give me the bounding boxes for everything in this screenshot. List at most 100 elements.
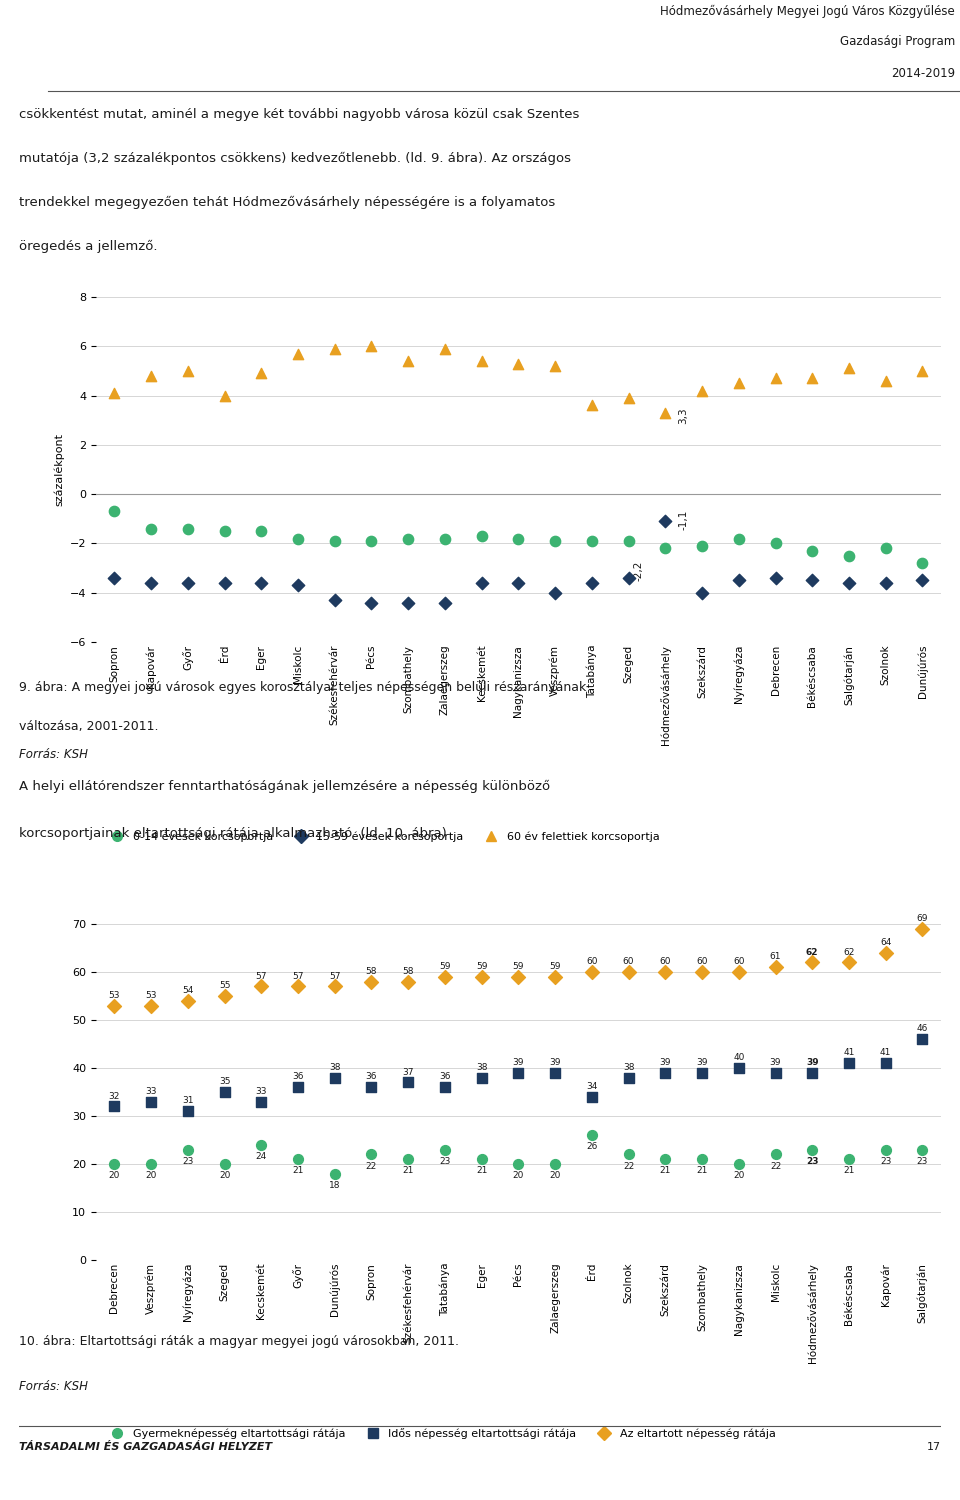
Text: Forrás: KSH: Forrás: KSH bbox=[19, 1380, 88, 1394]
Point bbox=[253, 519, 269, 543]
Point bbox=[290, 526, 305, 550]
Text: 22: 22 bbox=[623, 1161, 635, 1170]
Point bbox=[768, 531, 783, 555]
Text: 59: 59 bbox=[476, 962, 488, 970]
Point bbox=[400, 1071, 416, 1095]
Point bbox=[694, 580, 709, 604]
Point bbox=[658, 537, 673, 561]
Text: 39: 39 bbox=[770, 1058, 781, 1066]
Point bbox=[327, 975, 343, 999]
Text: 20: 20 bbox=[219, 1172, 230, 1180]
Point bbox=[804, 366, 820, 390]
Point bbox=[511, 1152, 526, 1176]
Text: 38: 38 bbox=[329, 1064, 341, 1072]
Text: 9. ábra: A megyei jogú városok egyes korosztályai teljes népességen belüli résza: 9. ábra: A megyei jogú városok egyes kor… bbox=[19, 681, 587, 694]
Text: 57: 57 bbox=[292, 972, 303, 981]
Point bbox=[841, 357, 856, 381]
Legend: Gyermeknépesség eltartottsági rátája, Idős népesség eltartottsági rátája, Az elt: Gyermeknépesség eltartottsági rátája, Id… bbox=[102, 1424, 780, 1444]
Point bbox=[878, 1137, 894, 1161]
Point bbox=[547, 354, 563, 378]
Point bbox=[915, 1028, 930, 1051]
Point bbox=[804, 1060, 820, 1084]
Point bbox=[621, 960, 636, 984]
Text: 33: 33 bbox=[255, 1088, 267, 1096]
Text: 53: 53 bbox=[145, 992, 156, 1000]
Point bbox=[400, 1148, 416, 1172]
Point bbox=[290, 1148, 305, 1172]
Text: 58: 58 bbox=[366, 968, 377, 976]
Point bbox=[658, 400, 673, 424]
Point bbox=[180, 358, 196, 382]
Text: 39: 39 bbox=[549, 1058, 561, 1066]
Point bbox=[364, 334, 379, 358]
Point bbox=[400, 591, 416, 615]
Text: 23: 23 bbox=[917, 1156, 928, 1166]
Text: 39: 39 bbox=[696, 1058, 708, 1066]
Text: 3,3: 3,3 bbox=[678, 406, 688, 423]
Y-axis label: százalékpont: százalékpont bbox=[54, 433, 64, 506]
Point bbox=[732, 1152, 747, 1176]
Point bbox=[658, 510, 673, 534]
Point bbox=[253, 1132, 269, 1156]
Point bbox=[474, 524, 490, 548]
Point bbox=[290, 342, 305, 366]
Point bbox=[547, 530, 563, 554]
Text: 60: 60 bbox=[660, 957, 671, 966]
Point bbox=[621, 1143, 636, 1167]
Point bbox=[364, 1076, 379, 1100]
Point bbox=[585, 530, 600, 554]
Point bbox=[547, 580, 563, 604]
Text: 60: 60 bbox=[587, 957, 598, 966]
Text: 20: 20 bbox=[108, 1172, 120, 1180]
Point bbox=[437, 1137, 452, 1161]
Point bbox=[217, 572, 232, 596]
Point bbox=[217, 519, 232, 543]
Point bbox=[290, 975, 305, 999]
Point bbox=[143, 1089, 158, 1113]
Point bbox=[180, 1137, 196, 1161]
Text: 39: 39 bbox=[806, 1058, 819, 1066]
Point bbox=[621, 386, 636, 410]
Point bbox=[327, 530, 343, 554]
Text: 17: 17 bbox=[926, 1442, 941, 1452]
Point bbox=[841, 1052, 856, 1076]
Point bbox=[327, 338, 343, 362]
Point bbox=[437, 526, 452, 550]
Point bbox=[732, 372, 747, 396]
Point bbox=[290, 1076, 305, 1100]
Text: Gazdasági Program: Gazdasági Program bbox=[840, 36, 955, 48]
Text: 21: 21 bbox=[293, 1167, 303, 1176]
Point bbox=[915, 568, 930, 592]
Point bbox=[621, 1065, 636, 1089]
Point bbox=[915, 358, 930, 382]
Point bbox=[400, 350, 416, 374]
Point bbox=[143, 572, 158, 596]
Text: öregedés a jellemző.: öregedés a jellemző. bbox=[19, 240, 157, 254]
Point bbox=[694, 960, 709, 984]
Point bbox=[547, 1060, 563, 1084]
Point bbox=[511, 964, 526, 988]
Point bbox=[107, 381, 122, 405]
Point bbox=[547, 964, 563, 988]
Text: 39: 39 bbox=[660, 1058, 671, 1066]
Point bbox=[217, 984, 232, 1008]
Text: 40: 40 bbox=[733, 1053, 744, 1062]
Text: 38: 38 bbox=[623, 1064, 635, 1072]
Point bbox=[732, 526, 747, 550]
Point bbox=[511, 526, 526, 550]
Point bbox=[437, 964, 452, 988]
Text: 20: 20 bbox=[549, 1172, 561, 1180]
Point bbox=[437, 1076, 452, 1100]
Point bbox=[915, 1137, 930, 1161]
Point bbox=[364, 530, 379, 554]
Text: 62: 62 bbox=[806, 948, 819, 957]
Text: 20: 20 bbox=[733, 1172, 744, 1180]
Point bbox=[474, 1148, 490, 1172]
Point bbox=[768, 366, 783, 390]
Text: 58: 58 bbox=[402, 968, 414, 976]
Text: 2014-2019: 2014-2019 bbox=[891, 68, 955, 80]
Point bbox=[253, 975, 269, 999]
Legend: 0-14 évesek korcsoportja, 15-59 évesek korcsoportja, 60 év felettiek korcsoportj: 0-14 évesek korcsoportja, 15-59 évesek k… bbox=[102, 827, 664, 846]
Point bbox=[474, 1065, 490, 1089]
Text: korcsoportjainak eltartottsági rátája alkalmazható. (ld. 10. ábra): korcsoportjainak eltartottsági rátája al… bbox=[19, 827, 447, 840]
